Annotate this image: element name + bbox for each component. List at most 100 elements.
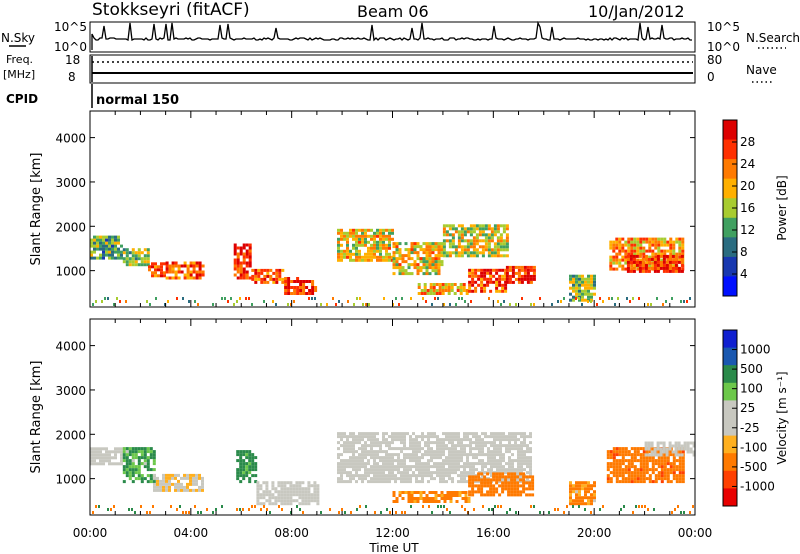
heatmap-cell <box>373 240 376 244</box>
heatmap-cell <box>400 459 403 463</box>
heatmap-cell <box>361 228 364 232</box>
heatmap-cell <box>660 240 664 244</box>
heatmap-cell <box>627 471 631 475</box>
heatmap-cell <box>453 283 457 286</box>
heatmap-cell <box>499 453 502 457</box>
heatmap-cell <box>677 447 681 451</box>
heatmap-cell <box>677 444 681 448</box>
heatmap-cell <box>468 286 472 290</box>
heatmap-cell <box>448 227 452 231</box>
heatmap-cell <box>134 263 138 267</box>
heatmap-cell <box>239 267 243 271</box>
heatmap-cell <box>107 508 109 511</box>
heatmap-cell <box>442 453 445 457</box>
heatmap-cell <box>108 462 111 466</box>
heatmap-cell <box>457 435 460 439</box>
heatmap-cell <box>430 477 433 481</box>
heatmap-cell <box>587 300 589 303</box>
heatmap-cell <box>96 453 99 457</box>
heatmap-cell <box>245 252 249 256</box>
heatmap-cell <box>496 459 499 463</box>
heatmap-cell <box>277 484 281 488</box>
heatmap-cell <box>131 248 135 252</box>
heatmap-cell <box>599 508 601 511</box>
heatmap-cell <box>128 474 132 478</box>
heatmap-cell <box>671 254 675 258</box>
heatmap-cell <box>373 465 376 469</box>
heatmap-cell <box>364 465 367 469</box>
heatmap-cell <box>510 478 514 482</box>
heatmap-cell <box>388 462 391 466</box>
heatmap-cell <box>174 264 178 268</box>
heatmap-cell <box>477 487 481 491</box>
heatmap-cell <box>259 487 263 491</box>
heatmap-cell <box>460 441 463 445</box>
heatmap-cell <box>656 453 660 457</box>
heatmap-cell <box>392 251 396 255</box>
heatmap-cell <box>245 468 249 472</box>
heatmap-cell <box>672 459 676 463</box>
heatmap-cell <box>114 238 117 242</box>
heatmap-cell <box>388 459 391 463</box>
heatmap-cell <box>481 239 485 243</box>
heatmap-cell <box>355 255 358 259</box>
heatmap-cell <box>347 300 349 303</box>
heatmap-cell <box>645 456 649 460</box>
heatmap-cell <box>287 286 291 289</box>
heatmap-cell <box>227 300 229 303</box>
heatmap-cell <box>242 270 246 274</box>
heatmap-cell <box>497 505 499 508</box>
heatmap-cell <box>492 487 496 491</box>
heatmap-cell <box>385 258 388 262</box>
heatmap-cell <box>490 474 493 478</box>
heatmap-cell <box>675 465 679 469</box>
heatmap-cell <box>248 258 252 262</box>
heatmap-cell <box>681 471 685 475</box>
heatmap-cell <box>526 268 530 272</box>
heatmap-cell <box>125 257 129 261</box>
heatmap-cell <box>419 260 423 264</box>
heatmap-cell <box>496 468 499 472</box>
heatmap-cell <box>215 508 217 511</box>
heatmap-cell <box>451 441 454 445</box>
heatmap-cell <box>427 459 430 463</box>
heatmap-cell <box>424 450 427 454</box>
heatmap-cell <box>639 456 643 460</box>
heatmap-cell <box>383 297 385 300</box>
heatmap-cell <box>648 246 652 250</box>
heatmap-cell <box>618 447 622 451</box>
heatmap-cell <box>466 474 469 478</box>
heatmap-cell <box>609 450 613 454</box>
heatmap-cell <box>578 487 581 491</box>
heatmap-cell <box>683 444 687 448</box>
heatmap-cell <box>140 453 144 457</box>
heatmap-cell <box>167 300 169 303</box>
nsearch-label: N.Search <box>746 31 800 45</box>
heatmap-cell <box>198 276 202 280</box>
heatmap-cell <box>683 447 687 451</box>
heatmap-cell <box>581 496 584 500</box>
heatmap-cell <box>305 292 309 295</box>
time-axis-title: Time UT <box>368 541 419 554</box>
heatmap-cell <box>686 450 690 454</box>
time-tick-label: 08:00 <box>274 526 309 540</box>
heatmap-cell <box>680 257 684 261</box>
heatmap-cell <box>505 227 509 231</box>
heatmap-cell <box>618 249 622 253</box>
colorbar-swatch <box>723 198 737 219</box>
heatmap-cell <box>451 432 454 436</box>
heatmap-cell <box>681 465 685 469</box>
heatmap-cell <box>651 240 655 244</box>
heatmap-cell <box>483 484 487 488</box>
heatmap-cell <box>599 297 601 300</box>
heatmap-cell <box>397 465 400 469</box>
heatmap-cell <box>450 286 454 289</box>
colorbar-tick-label: 25 <box>740 401 755 415</box>
heatmap-cell <box>678 474 682 478</box>
heatmap-cell <box>102 235 105 239</box>
heatmap-cell <box>502 242 506 246</box>
heatmap-cell <box>364 231 367 235</box>
heatmap-cell <box>301 481 305 485</box>
heatmap-cell <box>487 245 491 249</box>
heatmap-cell <box>188 511 190 514</box>
